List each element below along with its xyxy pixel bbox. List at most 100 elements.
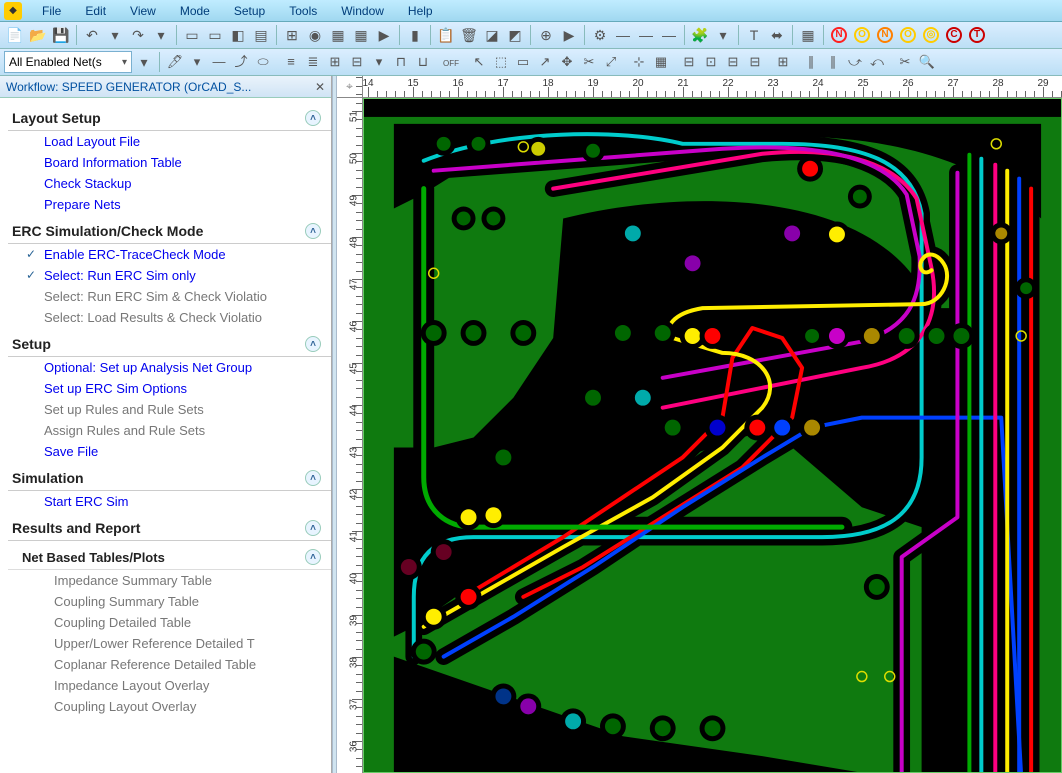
- menu-setup[interactable]: Setup: [222, 4, 277, 18]
- section-header[interactable]: Simulation˄: [8, 462, 331, 491]
- toolbar-button[interactable]: OFF: [440, 53, 462, 75]
- toolbar-button[interactable]: ⚙: [589, 24, 611, 46]
- toolbar-button[interactable]: ↷: [127, 24, 149, 46]
- toolbar-button[interactable]: 🧩: [689, 24, 711, 46]
- toolbar-button[interactable]: —: [658, 24, 680, 46]
- section-header[interactable]: Net Based Tables/Plots˄: [8, 541, 331, 570]
- collapse-icon[interactable]: ˄: [305, 549, 321, 565]
- menu-help[interactable]: Help: [396, 4, 445, 18]
- toolbar-button[interactable]: ⬌: [766, 24, 788, 46]
- toolbar-button[interactable]: ▦: [327, 24, 349, 46]
- toolbar-button[interactable]: T: [743, 24, 765, 46]
- toolbar-button[interactable]: 🗑: [458, 24, 480, 46]
- menu-mode[interactable]: Mode: [168, 4, 222, 18]
- section-header[interactable]: Setup˄: [8, 328, 331, 357]
- toolbar-button[interactable]: ⊓: [390, 51, 412, 73]
- toolbar-button[interactable]: ▦: [650, 51, 672, 73]
- toolbar-button[interactable]: ▾: [150, 24, 172, 46]
- dropdown-confirm-button[interactable]: ▾: [133, 51, 155, 73]
- toolbar-button[interactable]: ⊡: [700, 51, 722, 73]
- toolbar-button[interactable]: ◉: [304, 24, 326, 46]
- toolbar-button[interactable]: ∥: [800, 51, 822, 73]
- collapse-icon[interactable]: ˄: [305, 223, 321, 239]
- toolbar-button[interactable]: ∥: [822, 51, 844, 73]
- layer-circle-button[interactable]: T: [966, 24, 988, 46]
- menu-file[interactable]: File: [30, 4, 73, 18]
- tree-item[interactable]: ✓Enable ERC-TraceCheck Mode: [8, 244, 331, 265]
- toolbar-button[interactable]: ⊞: [281, 24, 303, 46]
- toolbar-button[interactable]: 📄: [4, 24, 26, 46]
- toolbar-button[interactable]: ◧: [227, 24, 249, 46]
- toolbar-button[interactable]: ≡: [280, 51, 302, 73]
- toolbar-button[interactable]: ⤴: [230, 50, 252, 72]
- layer-circle-button[interactable]: ◎: [920, 24, 942, 46]
- toolbar-button[interactable]: 💾: [50, 24, 72, 46]
- tree-item[interactable]: Save File: [8, 441, 331, 462]
- toolbar-button[interactable]: ▶: [558, 24, 580, 46]
- section-header[interactable]: ERC Simulation/Check Mode˄: [8, 215, 331, 244]
- menu-edit[interactable]: Edit: [73, 4, 118, 18]
- toolbar-button[interactable]: ▦: [350, 24, 372, 46]
- section-header[interactable]: Results and Report˄: [8, 512, 331, 541]
- tree-item[interactable]: Start ERC Sim: [8, 491, 331, 512]
- layer-circle-button[interactable]: N: [874, 24, 896, 46]
- toolbar-button[interactable]: ↗: [534, 51, 556, 73]
- section-header[interactable]: Layout Setup˄: [8, 102, 331, 131]
- toolbar-button[interactable]: ⊔: [412, 51, 434, 73]
- toolbar-button[interactable]: —: [612, 24, 634, 46]
- toolbar-button[interactable]: ⊟: [678, 51, 700, 73]
- toolbar-button[interactable]: ▦: [797, 24, 819, 46]
- collapse-icon[interactable]: ˄: [305, 110, 321, 126]
- layer-circle-button[interactable]: O: [851, 24, 873, 46]
- toolbar-button[interactable]: ◩: [504, 24, 526, 46]
- toolbar-button[interactable]: ▭: [204, 24, 226, 46]
- toolbar-button[interactable]: —: [635, 24, 657, 46]
- toolbar-button[interactable]: ✂: [894, 51, 916, 73]
- tree-item[interactable]: Board Information Table: [8, 152, 331, 173]
- toolbar-button[interactable]: ◪: [481, 24, 503, 46]
- layer-circle-button[interactable]: C: [943, 24, 965, 46]
- toolbar-button[interactable]: ⬭: [252, 51, 274, 73]
- toolbar-button[interactable]: ✥: [556, 51, 578, 73]
- toolbar-button[interactable]: ▶: [373, 24, 395, 46]
- toolbar-button[interactable]: ⬚: [490, 51, 512, 73]
- toolbar-button[interactable]: ▾: [368, 51, 390, 73]
- toolbar-button[interactable]: ▭: [181, 24, 203, 46]
- toolbar-button[interactable]: ⊹: [628, 51, 650, 73]
- toolbar-button[interactable]: ▾: [186, 51, 208, 73]
- toolbar-button[interactable]: ▾: [712, 24, 734, 46]
- tree-item[interactable]: Load Layout File: [8, 131, 331, 152]
- tree-item[interactable]: Set up ERC Sim Options: [8, 378, 331, 399]
- pcb-viewport[interactable]: [363, 98, 1062, 773]
- toolbar-button[interactable]: ⊟: [744, 51, 766, 73]
- toolbar-button[interactable]: ↖: [468, 51, 490, 73]
- tree-item[interactable]: ✓Select: Run ERC Sim only: [8, 265, 331, 286]
- toolbar-button[interactable]: 🔍: [916, 51, 938, 73]
- menu-tools[interactable]: Tools: [277, 4, 329, 18]
- toolbar-button[interactable]: ⊟: [722, 51, 744, 73]
- collapse-icon[interactable]: ˄: [305, 336, 321, 352]
- toolbar-button[interactable]: ⤻: [844, 51, 866, 73]
- menu-window[interactable]: Window: [329, 4, 396, 18]
- toolbar-button[interactable]: ⊟: [346, 51, 368, 73]
- toolbar-button[interactable]: ≣: [302, 51, 324, 73]
- menu-view[interactable]: View: [118, 4, 168, 18]
- layer-circle-button[interactable]: O: [897, 24, 919, 46]
- toolbar-button[interactable]: ▮: [404, 24, 426, 46]
- toolbar-button[interactable]: ⤢: [600, 51, 622, 73]
- toolbar-button[interactable]: ✂: [578, 51, 600, 73]
- toolbar-button[interactable]: 📂: [27, 24, 49, 46]
- toolbar-button[interactable]: ▾: [104, 24, 126, 46]
- toolbar-button[interactable]: ⤺: [866, 51, 888, 73]
- layer-circle-button[interactable]: N: [828, 24, 850, 46]
- toolbar-button[interactable]: ▭: [512, 51, 534, 73]
- toolbar-button[interactable]: —: [208, 51, 230, 73]
- toolbar-button[interactable]: 📋: [435, 24, 457, 46]
- toolbar-button[interactable]: ▤: [250, 24, 272, 46]
- toolbar-button[interactable]: ⊕: [535, 24, 557, 46]
- tree-item[interactable]: Check Stackup: [8, 173, 331, 194]
- toolbar-button[interactable]: ⊞: [324, 51, 346, 73]
- tree-item[interactable]: Optional: Set up Analysis Net Group: [8, 357, 331, 378]
- toolbar-button[interactable]: ⊞: [772, 51, 794, 73]
- close-icon[interactable]: ✕: [315, 80, 325, 94]
